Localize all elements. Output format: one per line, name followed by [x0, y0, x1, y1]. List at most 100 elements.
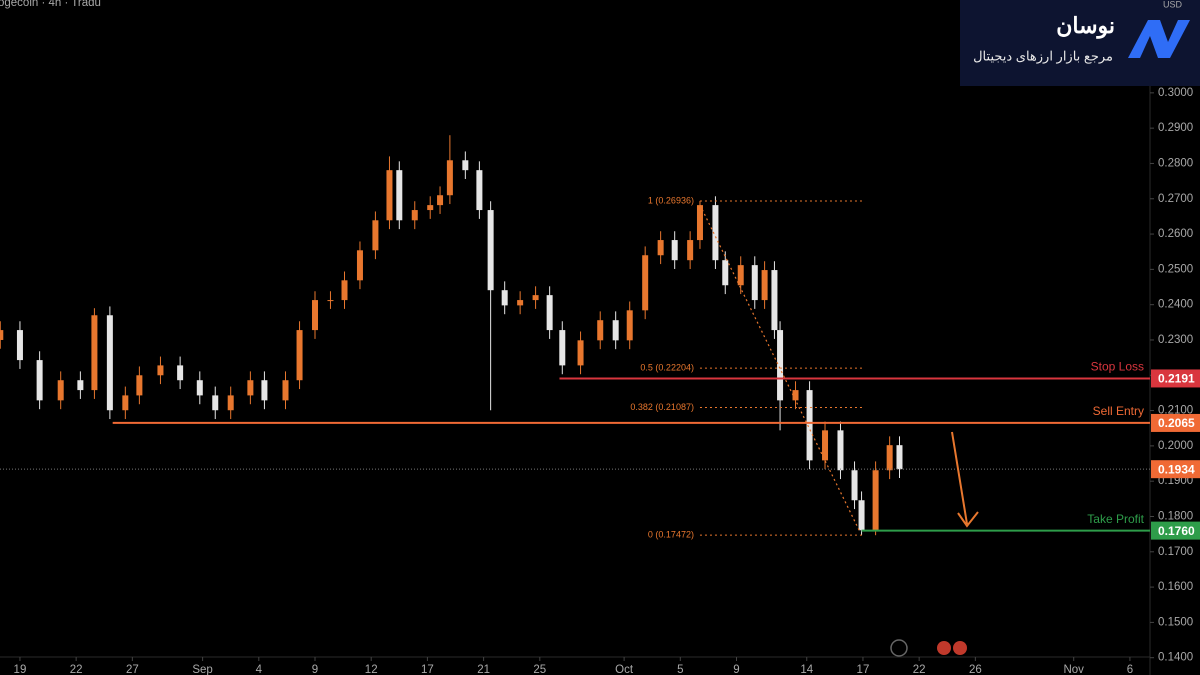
candle-body: [712, 205, 719, 261]
y-tick-label: 0.2100: [1158, 405, 1193, 417]
x-tick-label: 17: [857, 664, 870, 675]
replay-icon[interactable]: [890, 639, 908, 657]
candle-body: [671, 240, 678, 261]
x-tick-label: 14: [800, 664, 813, 675]
candle-body: [462, 160, 469, 171]
level-name: Take Profit: [1087, 512, 1144, 526]
candle-body: [532, 295, 539, 301]
y-tick-label: 0.2300: [1158, 334, 1193, 346]
candle-body: [642, 255, 649, 311]
candle-body: [872, 470, 879, 531]
candle-body: [247, 380, 254, 396]
candle-body: [858, 500, 865, 531]
candle-body: [792, 390, 799, 401]
candle-body: [77, 380, 84, 391]
y-tick-label: 0.2800: [1158, 157, 1193, 169]
candle-body: [136, 375, 143, 396]
price-tag-label: 0.1934: [1158, 462, 1195, 476]
y-tick-label: 0.2900: [1158, 122, 1193, 134]
candle-body: [341, 280, 348, 301]
candle-body: [312, 300, 319, 331]
candle-body: [837, 430, 844, 471]
y-tick-label: 0.2400: [1158, 299, 1193, 311]
candle-body: [737, 265, 744, 286]
x-tick-label: 19: [14, 664, 27, 675]
y-tick-label: 0.1400: [1158, 652, 1193, 664]
x-tick-label: 22: [70, 664, 83, 675]
price-tag: [1151, 413, 1200, 432]
x-tick-label: 25: [533, 664, 546, 675]
x-tick-label: 22: [913, 664, 926, 675]
candle-body: [396, 170, 403, 221]
fib-label: 0 (0.17472): [648, 530, 694, 540]
candle-body: [751, 265, 758, 301]
candle-body: [626, 310, 633, 341]
candle-body: [446, 160, 453, 196]
price-tag-label: 0.2065: [1158, 416, 1195, 430]
level-name: Sell Entry: [1093, 404, 1144, 418]
y-tick-label: 0.3000: [1158, 87, 1193, 99]
candle-body: [696, 205, 703, 241]
x-tick-label: 9: [312, 664, 318, 675]
candle-body: [501, 290, 508, 306]
fib-label: 1 (0.26936): [648, 195, 694, 205]
price-tag: [1151, 460, 1200, 479]
candle-body: [411, 210, 418, 221]
x-tick-label: 17: [421, 664, 434, 675]
candle-body: [157, 365, 164, 376]
candle-body: [806, 390, 813, 461]
price-tag: [1151, 521, 1200, 540]
candle-body: [546, 295, 553, 331]
x-tick-label: 12: [365, 664, 378, 675]
candle-body: [597, 320, 604, 341]
y-tick-label: 0.1500: [1158, 616, 1193, 628]
candle-body: [196, 380, 203, 396]
y-tick-label: 0.1700: [1158, 546, 1193, 558]
x-tick-label: 4: [256, 664, 263, 675]
candle-body: [106, 315, 113, 411]
x-tick-label: 27: [126, 664, 139, 675]
candle-body: [886, 445, 893, 471]
candle-body: [282, 380, 289, 401]
symbol: ogecoin · 4h · Tradu: [0, 0, 101, 9]
candle-body: [612, 320, 619, 341]
y-tick-label: 0.2000: [1158, 440, 1193, 452]
event-icon[interactable]: [953, 641, 967, 655]
candle-body: [476, 170, 483, 211]
x-tick-label: 26: [969, 664, 982, 675]
candle-body: [0, 330, 4, 340]
candle-body: [261, 380, 268, 401]
candle-body: [761, 270, 768, 301]
candle-body: [487, 210, 494, 291]
fib-label: 0.382 (0.21087): [630, 402, 694, 412]
candle-body: [437, 195, 444, 206]
x-tick-label: Oct: [615, 664, 634, 675]
candle-body: [722, 260, 729, 286]
candle-body: [896, 445, 903, 470]
y-tick-label: 0.2600: [1158, 228, 1193, 240]
event-icon[interactable]: [937, 641, 951, 655]
level-name: Stop Loss: [1091, 360, 1144, 374]
y-tick-label: 0.1800: [1158, 511, 1193, 523]
plot: 0.1400 0.1500 0.1600 0.1700 0.1800 0.1900 0.20…: [0, 16, 1193, 675]
candle-body: [16, 330, 23, 361]
candle-body: [227, 395, 234, 411]
trend-line: [699, 204, 861, 533]
candle-body: [356, 250, 363, 281]
x-tick-label: Nov: [1063, 664, 1084, 675]
price-tag-label: 0.2191: [1158, 372, 1195, 386]
x-tick-label: 5: [677, 664, 683, 675]
candle-body: [517, 300, 524, 306]
candle-body: [296, 330, 303, 381]
candle-body: [427, 205, 434, 211]
logo-icon: [1128, 20, 1190, 58]
currency: USD: [1163, 0, 1183, 9]
candle-body: [577, 340, 584, 366]
candle-body: [657, 240, 664, 256]
candle-body: [687, 240, 694, 261]
candle-body: [36, 360, 43, 401]
candle-body: [212, 395, 219, 411]
candle-body: [91, 315, 98, 391]
candle-body: [327, 300, 334, 302]
